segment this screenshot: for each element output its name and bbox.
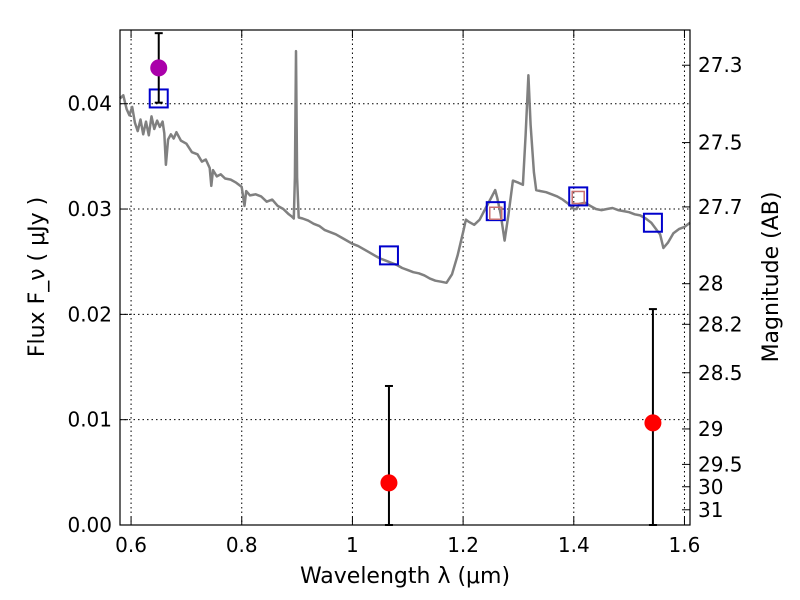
mag-tick-label: 28.5 [698, 361, 743, 385]
mag-tick-label: 27.5 [698, 131, 743, 155]
data-layer [119, 32, 691, 526]
model-band-marker [568, 186, 589, 207]
y-tick-label: 0.04 [67, 92, 112, 116]
y-tick-label: 0.01 [67, 408, 112, 432]
model-band-marker [485, 201, 506, 222]
mag-tick-label: 31 [698, 498, 723, 522]
mag-tick-label: 28.2 [698, 312, 743, 336]
y-tick-label: 0.03 [67, 197, 112, 221]
x-axis-label: Wavelength λ (μm) [300, 564, 510, 589]
x-tick-label: 1.2 [447, 533, 479, 557]
y-tick-label: 0.00 [67, 513, 112, 537]
x-tick-label: 0.8 [226, 533, 258, 557]
observed-flux-point [644, 414, 662, 432]
mag-tick-label: 27.3 [698, 53, 743, 77]
mag-tick-label: 27.7 [698, 195, 743, 219]
ticks-layer: 0.6 0.8 1 1.2 1.4 1.6 0.00 0.01 0.02 0.03 0.04 27.3… [67, 30, 743, 557]
grid-layer [120, 30, 690, 526]
x-tick-label: 0.6 [115, 533, 147, 557]
x-tick-label: 1.4 [558, 533, 590, 557]
y-axis-label-right: Magnitude (AB) [759, 192, 784, 363]
model-spectrum-line [119, 49, 691, 285]
plot-frame [119, 29, 691, 526]
observed-flux-point [150, 59, 168, 77]
y-axis-label: Flux F_ν ( μJy ) [25, 197, 50, 357]
model-band-marker [642, 212, 663, 233]
mag-tick-label: 29.5 [698, 452, 743, 476]
mag-tick-label: 30 [698, 475, 723, 499]
y-tick-label: 0.02 [67, 302, 112, 326]
mag-tick-label: 29 [698, 417, 723, 441]
model-band-marker [378, 245, 399, 266]
x-tick-label: 1.6 [669, 533, 701, 557]
synthetic-photometry-marker [489, 206, 503, 221]
observed-flux-point [380, 474, 398, 492]
x-tick-label: 1 [346, 533, 359, 557]
mag-tick-label: 28 [698, 272, 723, 296]
synthetic-photometry-marker [571, 190, 585, 205]
